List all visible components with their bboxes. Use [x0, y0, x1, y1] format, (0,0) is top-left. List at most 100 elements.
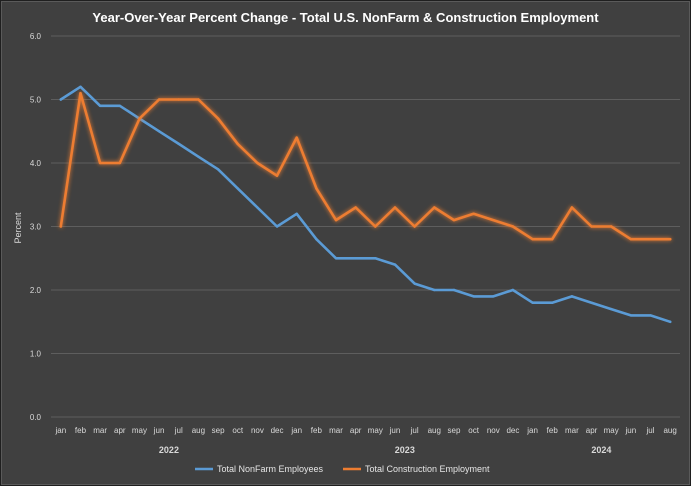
- series-construction: [59, 91, 672, 241]
- data-point: [570, 206, 574, 209]
- x-tick-label: oct: [232, 426, 243, 435]
- data-point: [275, 225, 279, 228]
- data-point: [59, 98, 63, 101]
- y-tick-label: 3.0: [30, 223, 42, 232]
- data-point: [492, 218, 495, 222]
- data-point: [315, 238, 318, 241]
- x-tick-label: feb: [547, 426, 559, 435]
- data-point: [334, 257, 338, 260]
- data-point: [668, 238, 672, 241]
- data-point: [295, 212, 298, 215]
- data-point: [79, 91, 82, 95]
- data-point: [59, 225, 63, 228]
- x-tick-label: oct: [468, 426, 479, 435]
- series-line: [59, 85, 672, 324]
- y-tick-label: 1.0: [30, 350, 42, 359]
- y-tick-label: 4.0: [30, 159, 42, 168]
- x-tick-label: jul: [646, 426, 655, 435]
- data-point: [334, 218, 338, 222]
- data-point: [216, 168, 220, 171]
- data-point: [531, 301, 534, 304]
- y-tick-label: 2.0: [30, 286, 42, 295]
- data-point: [610, 225, 613, 228]
- data-point: [354, 206, 357, 209]
- data-point: [629, 238, 633, 241]
- data-point: [610, 307, 613, 311]
- data-point: [413, 225, 416, 228]
- x-tick-label: jul: [174, 426, 183, 435]
- x-tick-label: aug: [663, 426, 676, 435]
- x-tick-label: jun: [153, 426, 165, 435]
- data-point: [452, 218, 456, 222]
- x-tick-label: apr: [586, 426, 598, 435]
- data-point: [216, 117, 220, 120]
- x-tick-label: aug: [428, 426, 441, 435]
- data-point: [649, 314, 652, 317]
- data-point: [531, 238, 534, 241]
- data-point: [393, 206, 397, 209]
- x-tick-label: may: [604, 426, 619, 435]
- data-point: [275, 174, 279, 177]
- y-axis-label: Percent: [13, 212, 23, 244]
- x-tick-label: feb: [75, 426, 87, 435]
- data-point: [649, 238, 652, 241]
- x-tick-label: jan: [54, 426, 66, 435]
- data-point: [472, 295, 475, 298]
- data-point: [374, 225, 377, 228]
- series-nonfarm: [59, 85, 672, 324]
- data-point: [629, 314, 633, 317]
- data-point: [197, 155, 200, 158]
- data-point: [570, 295, 574, 298]
- x-tick-label: jun: [625, 426, 637, 435]
- x-tick-label: aug: [192, 426, 205, 435]
- legend-entry: Total NonFarm Employees: [217, 464, 324, 474]
- x-tick-label: may: [132, 426, 147, 435]
- x-tick-label: feb: [311, 426, 323, 435]
- data-point: [295, 136, 298, 139]
- x-tick-label: dec: [271, 426, 284, 435]
- data-point: [551, 301, 554, 304]
- data-point: [98, 104, 102, 108]
- data-point: [433, 288, 436, 292]
- data-point: [590, 301, 593, 304]
- data-point: [118, 161, 121, 165]
- x-tick-label: apr: [350, 426, 362, 435]
- data-point: [236, 142, 239, 146]
- x-tick-label: sep: [448, 426, 461, 435]
- year-label: 2023: [395, 445, 415, 455]
- x-tick-label: mar: [93, 426, 107, 435]
- data-point: [118, 104, 121, 108]
- x-tick-label: nov: [251, 426, 264, 435]
- data-point: [354, 257, 357, 260]
- data-point: [157, 98, 161, 101]
- y-tick-label: 6.0: [30, 32, 42, 41]
- data-point: [668, 320, 672, 323]
- y-tick-label: 0.0: [30, 413, 42, 422]
- data-point: [98, 161, 102, 165]
- data-point: [138, 117, 141, 120]
- y-tick-label: 5.0: [30, 96, 42, 105]
- data-point: [374, 257, 377, 260]
- x-tick-label: dec: [506, 426, 519, 435]
- legend-entry: Total Construction Employment: [365, 464, 490, 474]
- year-label: 2024: [591, 445, 611, 455]
- x-tick-label: jul: [410, 426, 419, 435]
- data-point: [236, 187, 239, 190]
- x-tick-label: jun: [389, 426, 401, 435]
- chart-title: Year-Over-Year Percent Change - Total U.…: [92, 10, 599, 25]
- data-point: [413, 282, 416, 285]
- data-point: [315, 187, 318, 190]
- data-point: [177, 98, 180, 101]
- data-point: [256, 161, 259, 165]
- data-point: [511, 225, 515, 228]
- data-point: [452, 288, 456, 292]
- x-tick-label: mar: [565, 426, 579, 435]
- data-point: [492, 295, 495, 298]
- data-point: [433, 206, 436, 209]
- x-tick-label: jan: [290, 426, 302, 435]
- data-point: [511, 288, 515, 292]
- data-point: [79, 85, 82, 89]
- x-tick-label: mar: [329, 426, 343, 435]
